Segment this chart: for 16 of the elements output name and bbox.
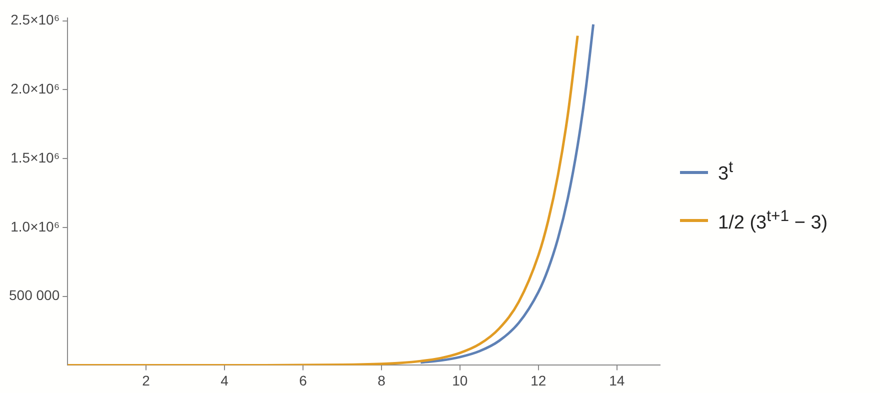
- x-tick-label: 2: [142, 372, 150, 388]
- x-tick-label: 4: [220, 372, 229, 388]
- x-tick-label: 10: [452, 372, 468, 388]
- y-tick-label: 1.0×10⁶: [10, 218, 60, 234]
- legend-label: 3$^{t}$: [718, 159, 733, 186]
- y-tick-label: 2.5×10⁶: [10, 12, 60, 28]
- y-tick-label: 500 000: [8, 287, 60, 304]
- x-tick-label: 12: [530, 372, 546, 388]
- x-tick-label: 8: [378, 372, 386, 388]
- line-series: [419, 23, 595, 364]
- y-tick-label: 2.0×10⁶: [10, 80, 60, 97]
- x-tick-label: 14: [609, 372, 625, 388]
- x-tick-label: 6: [299, 372, 308, 388]
- y-tick-label: 1.5×10⁶: [10, 149, 60, 166]
- legend-label: 1/2 (3$^{t+1}$ − 3): [718, 208, 828, 234]
- line-series: [68, 34, 579, 366]
